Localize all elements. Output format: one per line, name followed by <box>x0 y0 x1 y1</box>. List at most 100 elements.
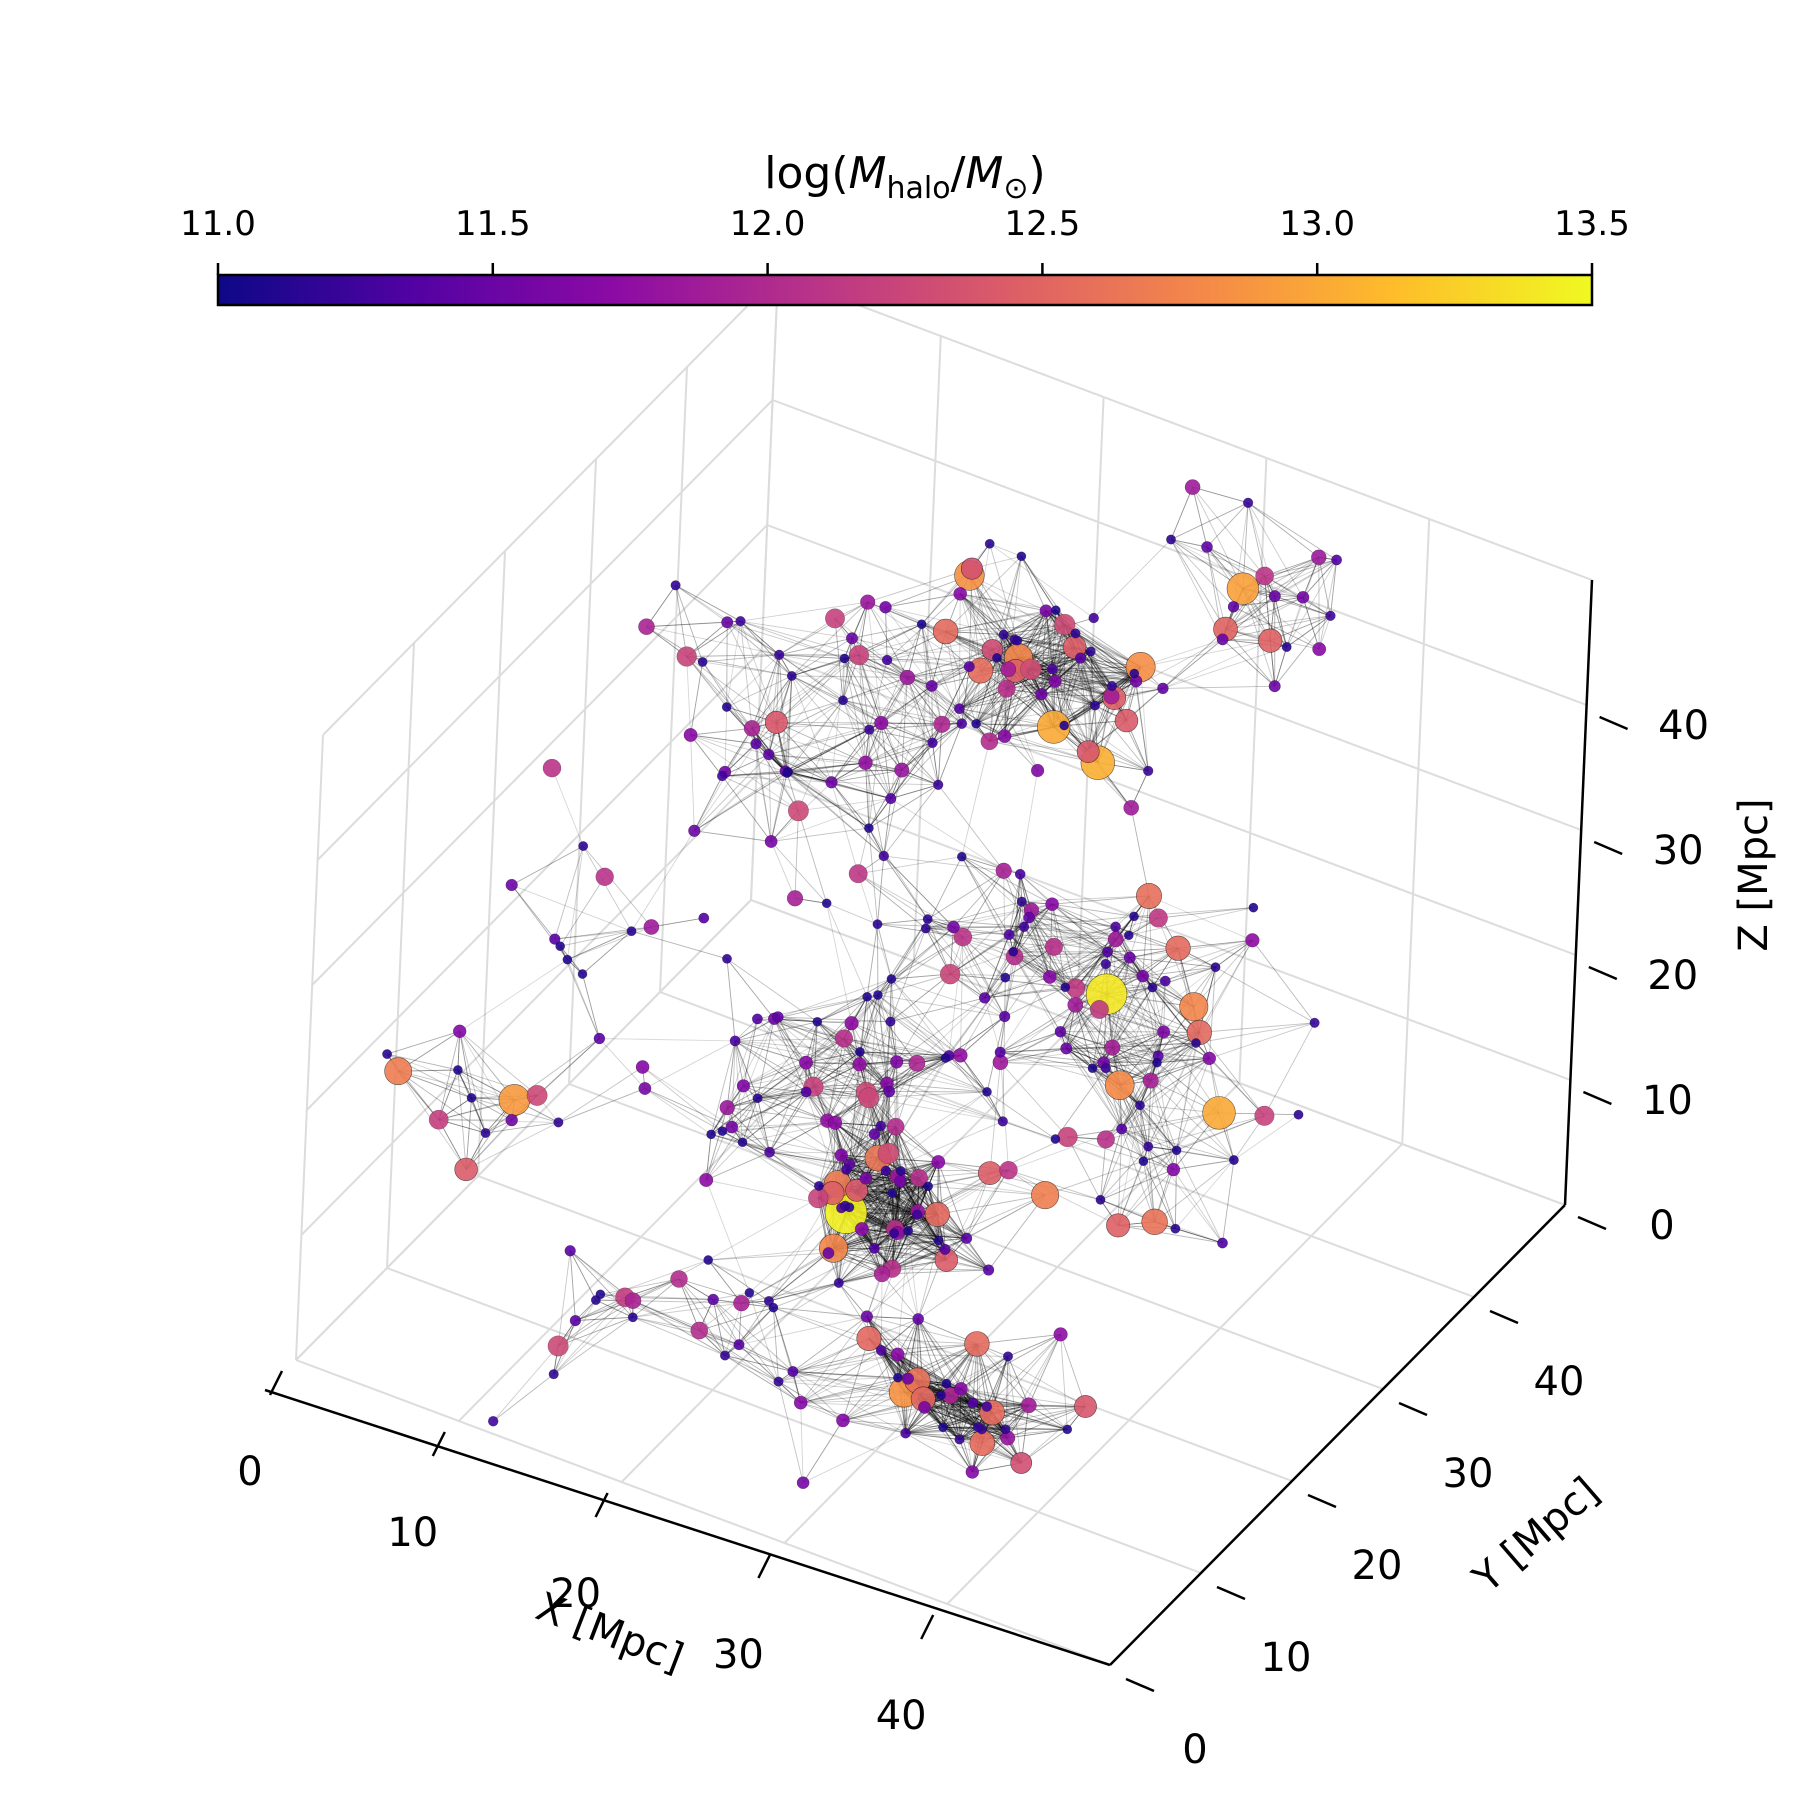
network-edge <box>866 1316 947 1384</box>
halo-point <box>881 654 893 666</box>
network-edge <box>1099 1009 1152 1081</box>
network-edge <box>1139 1105 1177 1151</box>
halo-point <box>643 919 660 935</box>
halo-point <box>873 1265 891 1283</box>
network-edge <box>851 1022 918 1064</box>
network-edge <box>1004 946 1055 1017</box>
network-edge <box>800 1350 882 1404</box>
network-edge <box>874 1247 947 1261</box>
network-edge <box>738 1344 802 1404</box>
network-edge <box>1014 956 1061 1032</box>
network-edge <box>891 1177 920 1269</box>
network-edge <box>465 1097 472 1170</box>
network-edge <box>892 1237 967 1270</box>
network-edge <box>834 1021 891 1124</box>
halo-point <box>997 729 1012 743</box>
network-edge <box>858 655 870 730</box>
network-edge <box>1208 967 1216 1059</box>
network-edge <box>945 1172 991 1261</box>
network-edge <box>722 772 788 777</box>
network-edge <box>1080 657 1127 721</box>
grid-line <box>477 1175 1293 1482</box>
z-tick-label: 30 <box>1653 828 1704 874</box>
network-edge <box>1014 956 1130 959</box>
halo-point <box>1048 674 1062 688</box>
colorbar-tick-label: 13.0 <box>1279 204 1355 244</box>
network-edge <box>1008 934 1076 989</box>
network-edge <box>1021 556 1057 611</box>
network-edge <box>976 1343 1068 1430</box>
network-edge <box>999 976 1051 1053</box>
halo-point <box>845 1178 869 1202</box>
network-edge <box>817 1021 897 1063</box>
network-edge <box>1012 903 1053 952</box>
network-edge <box>632 1299 714 1318</box>
halo-point <box>1148 908 1168 928</box>
halo-point <box>812 1017 823 1027</box>
network-edge <box>1100 1105 1141 1200</box>
network-edge <box>868 1230 909 1339</box>
halo-point <box>933 779 944 790</box>
network-edge <box>778 1354 898 1383</box>
network-edge <box>1148 895 1253 941</box>
halo-point <box>721 616 734 629</box>
network-edge <box>1090 651 1137 682</box>
network-edge <box>905 1432 1022 1464</box>
network-edge <box>865 1092 920 1179</box>
network-edge <box>1162 685 1275 689</box>
network-edge <box>511 845 584 886</box>
network-edge <box>883 855 1004 872</box>
halo-point <box>879 601 892 614</box>
network-edge <box>1148 1115 1265 1147</box>
halo-point <box>1050 1134 1061 1144</box>
network-edge <box>905 1432 973 1473</box>
network-edge <box>1004 669 1032 737</box>
network-edge <box>826 902 878 925</box>
halo-point <box>864 823 874 833</box>
network-edge <box>651 917 704 928</box>
network-edge <box>1242 588 1320 650</box>
halo-point <box>971 719 981 729</box>
network-edge <box>859 1051 950 1056</box>
halo-point <box>1104 1039 1121 1056</box>
halo-point <box>1110 921 1121 933</box>
network-edge <box>1060 1031 1113 1048</box>
network-edge <box>1192 486 1244 589</box>
network-edge <box>942 1356 1009 1428</box>
halo-point <box>1216 633 1229 646</box>
network-edge <box>842 658 845 701</box>
network-edge <box>849 1091 890 1165</box>
network-edge <box>1031 909 1116 928</box>
network-edge <box>992 632 1076 651</box>
halo-point <box>1074 1395 1097 1418</box>
network-edge <box>757 1018 828 1121</box>
network-edge <box>742 1122 836 1143</box>
network-edge <box>1051 903 1108 953</box>
network-edge <box>1014 901 1023 957</box>
network-edge <box>492 1373 554 1422</box>
z-tick-mark <box>1582 1090 1612 1106</box>
network-edge <box>834 618 844 701</box>
network-edge <box>813 1086 890 1092</box>
network-edge <box>560 930 632 947</box>
network-edge <box>968 543 991 667</box>
network-edge <box>938 1194 1046 1242</box>
halo-point <box>932 618 959 645</box>
halo-point <box>992 653 1002 663</box>
network-edge <box>865 1178 896 1230</box>
network-edge <box>877 973 951 996</box>
network-edge <box>1150 1080 1174 1170</box>
y-tick-mark <box>1489 1309 1519 1325</box>
network-edge <box>976 1343 1030 1406</box>
halo-point <box>744 1288 755 1298</box>
grid-line <box>750 274 779 901</box>
z-tick-label: 10 <box>1642 1078 1693 1124</box>
network-edge <box>885 1091 988 1172</box>
halo-point <box>893 1372 903 1383</box>
network-edge <box>1286 615 1331 648</box>
halo-point <box>1147 982 1158 993</box>
network-edge <box>841 1154 938 1215</box>
halo-point <box>1170 1223 1181 1234</box>
halo-point <box>1325 610 1336 621</box>
network-edge <box>772 1307 794 1372</box>
